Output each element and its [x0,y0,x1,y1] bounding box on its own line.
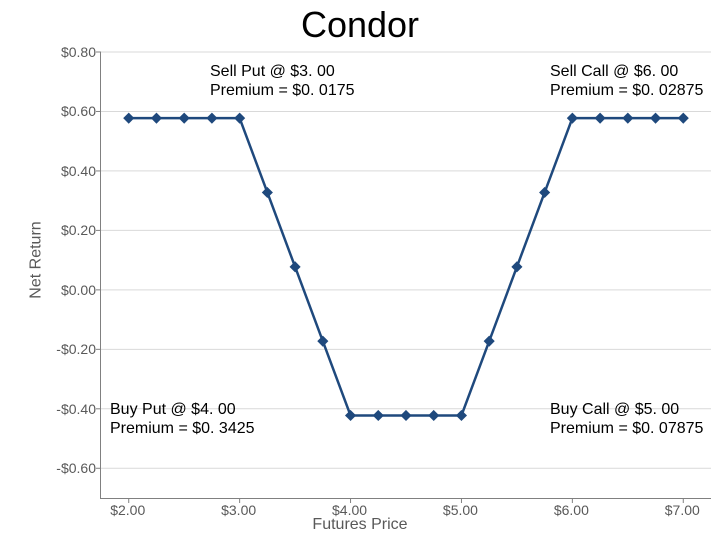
annotation-sell-call: Sell Call @ $6. 00 Premium = $0. 02875 [550,62,703,100]
annotation-line1: Sell Call @ $6. 00 [550,63,678,80]
annotation-line2: Premium = $0. 07875 [550,420,703,437]
ytick-label: -$0.20 [26,341,96,357]
xtick-label: $6.00 [554,502,589,518]
x-axis-label: Futures Price [0,516,720,534]
annotation-sell-put: Sell Put @ $3. 00 Premium = $0. 0175 [210,62,355,100]
annotation-line2: Premium = $0. 0175 [210,82,355,99]
annotation-line1: Buy Call @ $5. 00 [550,401,679,418]
xtick-label: $4.00 [332,502,367,518]
annotation-buy-put: Buy Put @ $4. 00 Premium = $0. 3425 [110,400,255,438]
ytick-label: -$0.60 [26,460,96,476]
ytick-label: -$0.40 [26,401,96,417]
ytick-label: $0.40 [26,163,96,179]
annotation-line1: Sell Put @ $3. 00 [210,63,335,80]
annotation-line2: Premium = $0. 02875 [550,82,703,99]
chart-page: Condor Net Return Futures Price $0.80 $0… [0,0,720,540]
xtick-label: $3.00 [221,502,256,518]
ytick-label: $0.80 [26,44,96,60]
annotation-line2: Premium = $0. 3425 [110,420,255,437]
chart-title: Condor [0,4,720,46]
ytick-label: $0.60 [26,103,96,119]
ytick-label: $0.00 [26,282,96,298]
xtick-label: $2.00 [110,502,145,518]
annotation-buy-call: Buy Call @ $5. 00 Premium = $0. 07875 [550,400,703,438]
ytick-label: $0.20 [26,222,96,238]
annotation-line1: Buy Put @ $4. 00 [110,401,236,418]
xtick-label: $7.00 [665,502,700,518]
xtick-label: $5.00 [443,502,478,518]
